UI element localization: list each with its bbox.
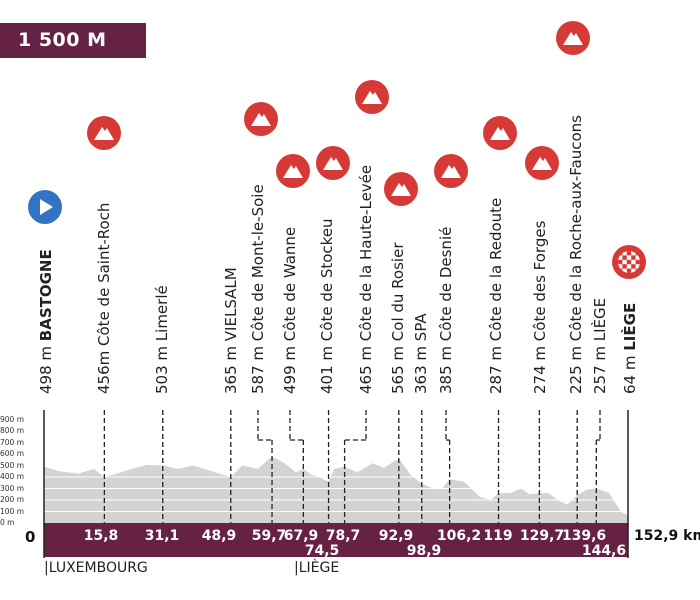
waypoint-name: Côte de la Roche-aux-Faucons <box>567 115 585 342</box>
waypoint-altitude: 456m <box>95 350 113 394</box>
waypoint-name: LIÈGE <box>591 297 609 342</box>
waypoint-altitude: 363 m <box>412 345 430 394</box>
waypoint-altitude: 287 m <box>487 345 505 394</box>
km-marker: 139,6 <box>561 528 607 544</box>
waypoint-altitude: 465 m <box>357 345 375 394</box>
waypoint-altitude: 257 m <box>591 345 609 394</box>
climb-mountain-icon <box>244 102 278 136</box>
km-marker: 67,9 <box>283 528 319 544</box>
waypoint-label: 64 m LIÈGE <box>621 303 639 394</box>
finish-checkered-flag-icon <box>612 245 646 279</box>
waypoint-name: Côte de Stockeu <box>318 218 336 342</box>
climb-mountain-icon <box>87 116 121 150</box>
waypoint-altitude: 365 m <box>222 345 240 394</box>
total-distance: 152,9 km <box>634 528 700 544</box>
waypoint-altitude: 499 m <box>281 345 299 394</box>
waypoint-label: 499 m Côte de Wanne <box>281 227 299 394</box>
km-marker: 15,8 <box>83 528 119 544</box>
waypoint-altitude: 503 m <box>153 345 171 394</box>
waypoint-label: 465 m Côte de la Haute-Levée <box>357 165 375 394</box>
km-marker: 129,7 <box>519 528 565 544</box>
waypoint-label: 363 m SPA <box>412 313 430 394</box>
y-tick-label: 900 m <box>0 414 25 424</box>
start-play-icon <box>28 190 62 224</box>
km-marker: 144,6 <box>581 543 627 559</box>
elevation-gain-badge: 1 500 M D+ <box>0 23 146 86</box>
waypoint-name: VIELSALM <box>222 267 240 342</box>
climb-mountain-icon <box>556 21 590 55</box>
waypoint-name: SPA <box>412 313 430 342</box>
waypoint-label: 225 m Côte de la Roche-aux-Faucons <box>567 115 585 394</box>
km-marker: 59,7 <box>251 528 287 544</box>
waypoint-label: 456m Côte de Saint-Roch <box>95 203 113 394</box>
waypoint-label: 401 m Côte de Stockeu <box>318 218 336 394</box>
waypoint-label: 274 m Côte des Forges <box>531 221 549 394</box>
climb-mountain-icon <box>525 146 559 180</box>
y-tick-label: 800 m <box>0 426 25 435</box>
region-liege: |LIÈGE <box>294 560 340 576</box>
waypoint-altitude: 64 m <box>621 355 639 394</box>
waypoint-altitude: 385 m <box>437 345 455 394</box>
waypoint-name: Côte de la Haute-Levée <box>357 164 375 342</box>
waypoint-name: BASTOGNE <box>37 249 55 342</box>
waypoint-altitude: 587 m <box>249 345 267 394</box>
waypoint-name: Limerlé <box>153 285 171 342</box>
waypoint-label: 498 m BASTOGNE <box>37 249 55 394</box>
climb-mountain-icon <box>276 154 310 188</box>
y-tick-label: 400 m <box>0 472 25 481</box>
climb-mountain-icon <box>384 172 418 206</box>
y-tick-label: 600 m <box>0 449 25 458</box>
waypoint-name: Côte de Wanne <box>281 226 299 342</box>
waypoint-name: Côte de Saint-Roch <box>95 202 113 346</box>
waypoint-label: 565 m Col du Rosier <box>389 243 407 394</box>
waypoint-label: 287 m Côte de la Redoute <box>487 198 505 394</box>
km-marker: 92,9 <box>378 528 414 544</box>
km-marker: 78,7 <box>325 528 361 544</box>
y-tick-label: 100 m <box>0 506 25 516</box>
waypoint-name: Col du Rosier <box>389 242 407 342</box>
waypoint-name: Côte des Forges <box>531 220 549 342</box>
waypoint-altitude: 498 m <box>37 345 55 394</box>
km-marker: 98,9 <box>406 543 442 559</box>
climb-mountain-icon <box>434 154 468 188</box>
waypoint-altitude: 401 m <box>318 345 336 394</box>
climb-mountain-icon <box>316 146 350 180</box>
y-tick-label: 0 m <box>0 518 15 527</box>
waypoint-label: 385 m Côte de Desnié <box>437 227 455 394</box>
distance-band <box>44 523 628 557</box>
elevation-profile-area <box>44 456 628 523</box>
waypoint-name: Côte de la Redoute <box>487 197 505 342</box>
region-luxembourg: |LUXEMBOURG <box>44 560 148 576</box>
climb-mountain-icon <box>355 80 389 114</box>
waypoint-label: 257 m LIÈGE <box>591 298 609 394</box>
waypoint-label: 587 m Côte de Mont-le-Soie <box>249 184 267 394</box>
start-km: 0 <box>25 528 36 546</box>
km-marker: 74,5 <box>304 543 340 559</box>
waypoint-label: 503 m Limerlé <box>153 285 171 394</box>
km-marker: 106,2 <box>436 528 482 544</box>
waypoint-name: Côte de Desnié <box>437 226 455 342</box>
waypoint-name: Côte de Mont-le-Soie <box>249 184 267 342</box>
waypoint-altitude: 225 m <box>567 345 585 394</box>
y-tick-label: 200 m <box>0 495 25 504</box>
waypoint-label: 365 m VIELSALM <box>222 267 240 394</box>
y-tick-label: 300 m <box>0 483 25 493</box>
y-tick-label: 700 m <box>0 437 25 447</box>
climb-mountain-icon <box>483 116 517 150</box>
km-marker: 48,9 <box>201 528 237 544</box>
km-marker: 31,1 <box>144 528 180 544</box>
waypoint-altitude: 565 m <box>389 345 407 394</box>
y-tick-label: 500 m <box>0 460 25 470</box>
waypoint-altitude: 274 m <box>531 345 549 394</box>
km-marker: 119 <box>483 528 513 544</box>
waypoint-name: LIÈGE <box>621 302 639 351</box>
